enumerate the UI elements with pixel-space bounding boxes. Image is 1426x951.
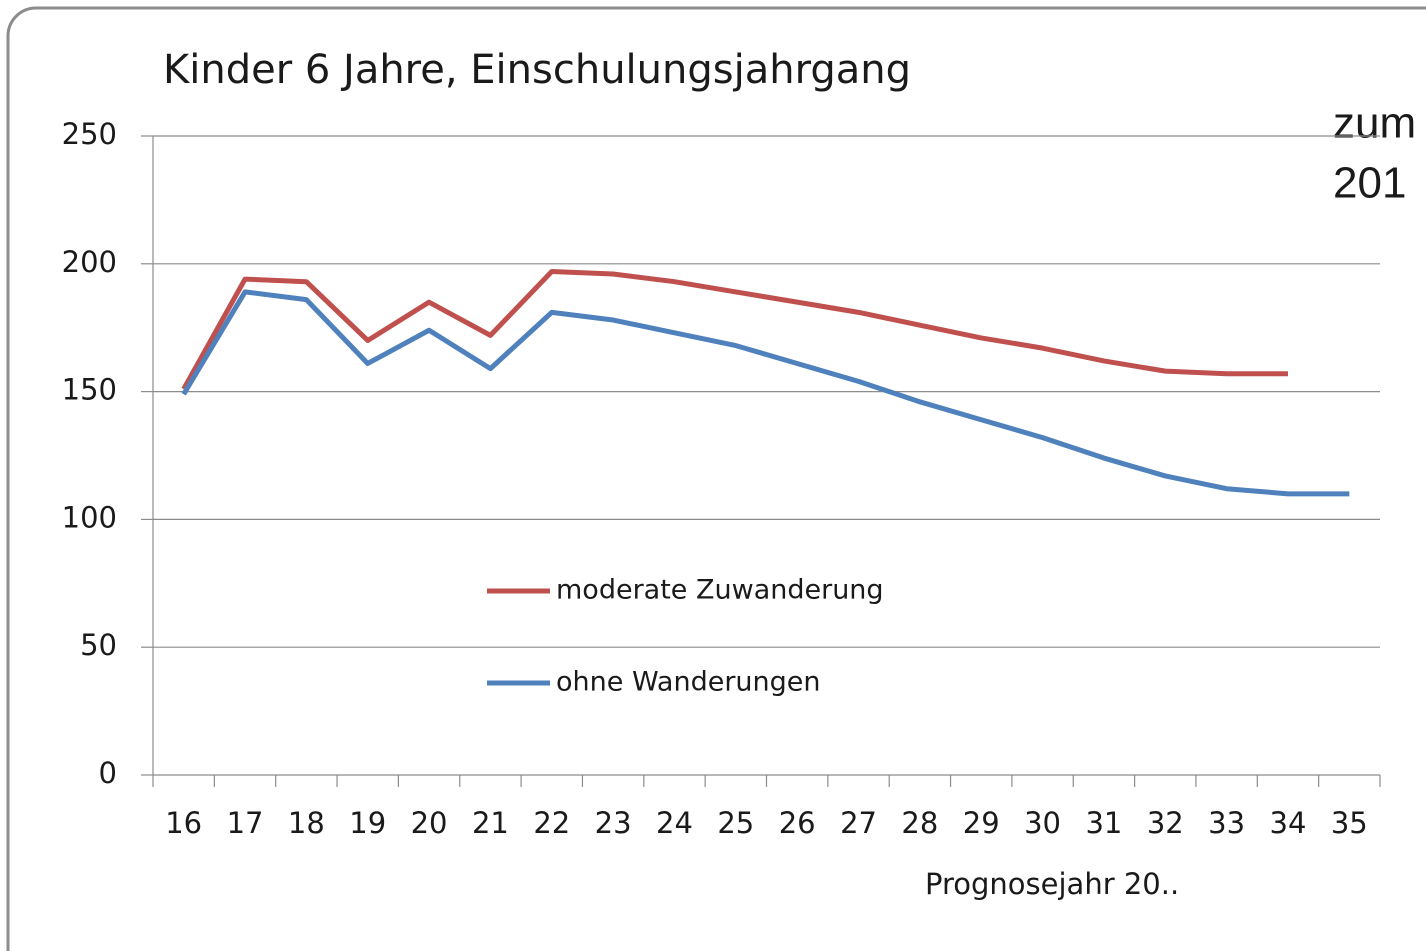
series-line [181, 268, 1288, 391]
y-tick-label: 150 [62, 373, 117, 407]
series-line [181, 289, 1350, 497]
x-tick-label: 32 [1147, 806, 1184, 840]
annotation: 201 [1333, 159, 1406, 208]
y-tick-label: 250 [62, 117, 117, 151]
x-tick-label: 35 [1331, 806, 1368, 840]
annotation: zum [1333, 99, 1416, 148]
legend-label: moderate Zuwanderung [556, 575, 884, 606]
x-tick-label: 28 [901, 806, 938, 840]
frame [6, 6, 1426, 951]
y-tick-label: 200 [62, 245, 117, 279]
x-tick-label: 30 [1024, 806, 1061, 840]
x-tick-label: 20 [411, 806, 448, 840]
legend-label: ohne Wanderungen [556, 667, 821, 698]
chart-title: Kinder 6 Jahre, Einschulungsjahrgang [163, 47, 911, 93]
x-tick-label: 21 [472, 806, 509, 840]
y-tick-label: 50 [80, 628, 117, 662]
x-tick-label: 25 [717, 806, 754, 840]
y-tick-label: 100 [62, 500, 117, 534]
x-tick-label: 18 [288, 806, 325, 840]
x-tick-label: 23 [595, 806, 632, 840]
y-tick-label: 0 [99, 756, 117, 790]
x-tick-label: 19 [349, 806, 386, 840]
x-tick-label: 24 [656, 806, 693, 840]
x-tick-label: 17 [227, 806, 264, 840]
x-tick-label: 16 [165, 806, 202, 840]
x-axis-label: Prognosejahr 20.. [925, 867, 1179, 901]
x-tick-label: 29 [963, 806, 1000, 840]
x-tick-label: 31 [1085, 806, 1122, 840]
x-tick-label: 34 [1270, 806, 1307, 840]
x-tick-label: 26 [779, 806, 816, 840]
x-tick-label: 22 [533, 806, 570, 840]
x-tick-label: 27 [840, 806, 877, 840]
x-tick-label: 33 [1208, 806, 1245, 840]
